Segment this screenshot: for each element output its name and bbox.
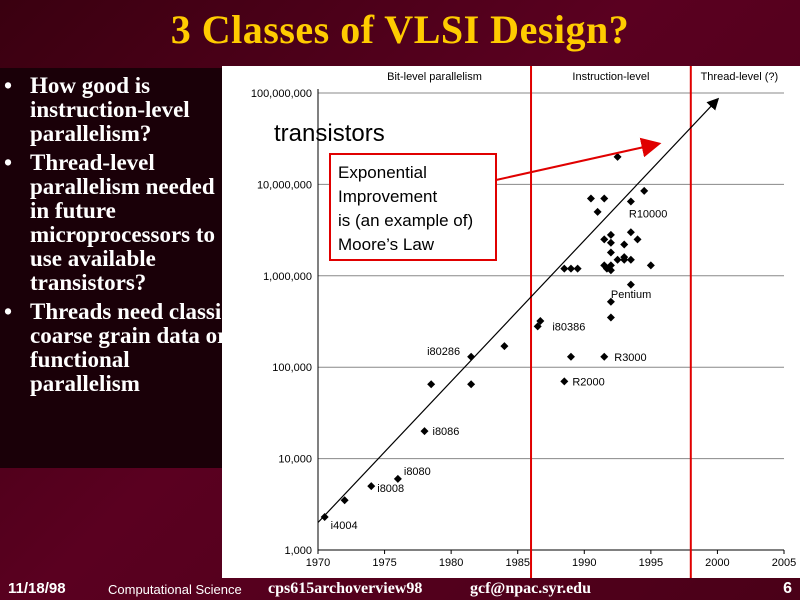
data-point [600,194,609,203]
x-tick-label: 1970 [306,557,330,569]
x-tick-label: 1995 [639,557,663,569]
data-point [633,235,642,244]
annotation-box [329,153,497,261]
data-point [626,280,635,289]
point-label: i8086 [433,426,460,438]
footer-date: 11/18/98 [8,580,66,597]
x-tick-label: 1985 [505,557,529,569]
data-point [613,255,622,264]
y-tick-label: 10,000,000 [257,179,312,191]
annotation-text: Exponential Improvement is (an example of)… [338,163,473,254]
slide-footer: 11/18/98 Computational Science cps615arc… [0,578,800,600]
data-point [420,427,429,436]
data-point [640,186,649,195]
data-point [573,264,582,273]
point-label: i4004 [331,520,358,532]
transistor-chart: 1,000 10,000 100,000 1,000,000 10,000,000 100… [222,66,800,578]
data-point [500,342,509,351]
region-label: Instruction-level [572,71,649,83]
data-point [320,512,329,521]
x-tick-label: 1975 [372,557,396,569]
data-point [613,152,622,161]
data-point [340,496,349,505]
chart-svg: 1,000 10,000 100,000 1,000,000 10,000,000 100… [251,66,796,578]
data-point [600,235,609,244]
data-point [560,377,569,386]
y-tick-label: 1,000 [284,545,312,557]
y-tick-label: 1,000,000 [263,271,312,283]
data-point [646,261,655,270]
point-label: R3000 [614,352,646,364]
bullet-list: How good is instruction-level parallelis… [0,74,234,396]
point-label: R10000 [629,208,668,220]
y-tick-label: 10,000 [278,454,312,466]
y-tick-label: 100,000 [272,362,312,374]
data-point [626,197,635,206]
data-point [467,352,476,361]
data-point [393,474,402,483]
data-point [626,255,635,264]
data-point [560,264,569,273]
data-point [606,238,615,247]
footer-email: gcf@npac.syr.edu [470,580,591,597]
footer-filename: cps615archoverview98 [268,580,423,597]
point-label: R2000 [572,376,604,388]
y-axis-label: transistors [274,120,385,147]
data-point [593,207,602,216]
x-tick-label: 1990 [572,557,596,569]
data-point [620,253,629,262]
data-point [606,248,615,257]
region-label: Bit-level parallelism [387,71,482,83]
data-point [606,313,615,322]
data-point [367,482,376,491]
point-label: Pentium [611,289,651,301]
data-point [620,240,629,249]
data-point [606,297,615,306]
footer-page-number: 6 [783,580,792,597]
data-point [626,228,635,237]
point-label: i80286 [427,346,460,358]
annotation-arrow [495,137,662,181]
data-point [600,352,609,361]
x-tick-label: 2000 [705,557,729,569]
data-point [606,266,615,275]
x-tick-label: 1980 [439,557,463,569]
data-point [566,352,575,361]
bullet-item: Threads need classic coarse grain data o… [4,300,234,396]
footer-org: Computational Science [108,582,242,597]
region-label: Thread-level (?) [701,71,779,83]
data-point [606,261,615,270]
data-point [602,264,611,273]
trend-line [317,97,720,523]
data-point [427,380,436,389]
bullet-panel: How good is instruction-level parallelis… [0,68,240,468]
x-tick-label: 2005 [772,557,796,569]
data-point [586,194,595,203]
point-label: i8080 [404,466,431,478]
data-point [467,380,476,389]
point-label: i8008 [377,483,404,495]
point-label: i80386 [552,321,585,333]
data-point [566,264,575,273]
data-point [606,230,615,239]
slide-title: 3 Classes of VLSI Design? [170,7,630,52]
y-tick-label: 100,000,000 [251,88,312,100]
bullet-item: Thread-level parallelism needed in futur… [4,151,234,295]
data-point [536,317,545,326]
bullet-item: How good is instruction-level parallelis… [4,74,234,146]
